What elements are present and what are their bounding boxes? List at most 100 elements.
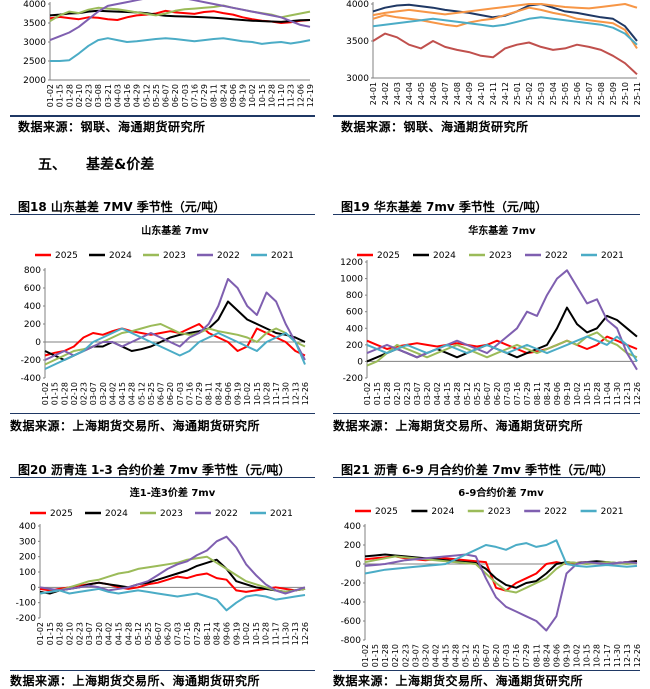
y-tick-label: -200: [16, 614, 37, 624]
series-line-s4: [372, 3, 638, 17]
x-tick-label: 12-13: [291, 622, 300, 645]
x-tick-label: 02-23: [75, 622, 84, 645]
x-tick-label: 10-02: [242, 622, 251, 645]
legend-label-2022: 2022: [544, 507, 567, 517]
source-note: 数据来源：上海期货交易所、海通期货研究所: [333, 674, 584, 688]
x-tick-label: 02-10: [65, 622, 74, 645]
legend-label-2025: 2025: [377, 251, 400, 261]
x-tick-label: 06-20: [164, 622, 173, 645]
x-tick-label: 01-28: [60, 382, 69, 405]
x-tick-label: 11-17: [603, 644, 612, 667]
x-tick-label: 12-26: [633, 644, 642, 667]
x-tick-label: 07-29: [523, 382, 532, 405]
y-tick-label: 2500: [23, 57, 46, 67]
x-tick-label: 25-02: [525, 82, 534, 105]
x-tick-label: 01-15: [373, 382, 382, 405]
x-tick-label: 04-28: [453, 382, 462, 405]
y-tick-label: 400: [19, 522, 36, 532]
x-tick-label: 12-06: [296, 84, 305, 107]
y-tick-label: 2000: [23, 76, 46, 86]
x-tick-label: 10-02: [573, 382, 582, 405]
y-tick-label: 100: [19, 568, 36, 578]
x-tick-label: 12-19: [306, 84, 315, 107]
x-tick-label: 07-03: [173, 622, 182, 645]
legend-label-2024: 2024: [105, 509, 128, 519]
x-tick-label: 06-07: [482, 644, 491, 667]
y-tick-label: -200: [343, 374, 364, 384]
x-tick-label: 25-03: [537, 82, 546, 105]
x-tick-label: 10-28: [267, 84, 276, 107]
chart-title: 连1-连3价差 7mv: [130, 486, 216, 499]
x-tick-label: 12-26: [301, 622, 310, 645]
x-tick-label: 11-04: [603, 382, 612, 405]
legend-label-2024: 2024: [431, 507, 454, 517]
y-tick-label: -200: [21, 356, 42, 366]
x-tick-label: 01-02: [363, 382, 372, 405]
y-tick-label: 4000: [346, 0, 369, 10]
series-line-2021: [364, 539, 638, 575]
x-tick-label: 08-24: [543, 382, 552, 405]
divider: [10, 115, 315, 117]
series-line-2022: [39, 535, 306, 595]
x-tick-label: 10-15: [252, 622, 261, 645]
x-tick-label: 05-12: [142, 84, 151, 107]
x-tick-label: 08-11: [210, 84, 219, 107]
x-tick-label: 25-06: [573, 82, 582, 105]
x-tick-label: 05-25: [147, 382, 156, 405]
chart-spread-6-9: 6-9合约价差 7mv 2025 2024 2023 2022 2021 400 200 0 -2…: [341, 486, 642, 667]
x-tick-label: 24-03: [393, 82, 402, 105]
x-tick-label: 01-28: [56, 622, 65, 645]
series-line-2023: [366, 331, 638, 367]
x-tick-label: 01-15: [51, 382, 60, 405]
x-tick-label: 07-16: [183, 622, 192, 645]
legend-label-2024: 2024: [433, 251, 456, 261]
x-tick-label: 06-07: [162, 84, 171, 107]
figure-caption: 图20 沥青连 1-3 合约价差 7mv 季节性（元/吨）: [18, 463, 291, 477]
legend-label-2024: 2024: [109, 251, 132, 261]
x-tick-label: 01-15: [371, 644, 380, 667]
legend-label-2023: 2023: [488, 507, 511, 517]
legend-label-2023: 2023: [163, 251, 186, 261]
x-tick-label: 03-20: [421, 644, 430, 667]
x-tick-label: 07-29: [195, 382, 204, 405]
x-tick-label: 10-28: [262, 622, 271, 645]
x-tick-label: 24-08: [453, 82, 462, 105]
x-tick-label: 01-15: [46, 622, 55, 645]
x-tick-label: 01-28: [65, 84, 74, 107]
x-tick-label: 02-10: [75, 84, 84, 107]
y-tick-label: 1000: [340, 275, 363, 285]
x-tick-label: 01-02: [46, 84, 55, 107]
y-tick-label: 3000: [23, 38, 46, 48]
x-tick-label: 25-11: [633, 82, 642, 105]
x-tick-label: 07-16: [513, 382, 522, 405]
x-tick-label: 06-20: [492, 644, 501, 667]
x-tick-label: 09-19: [239, 84, 248, 107]
y-tick-label: -200: [341, 579, 362, 589]
x-tick-label: 24-12: [501, 82, 510, 105]
x-tick-label: 09-19: [562, 644, 571, 667]
series-line-2022: [366, 269, 638, 371]
x-tick-label: 04-16: [123, 84, 132, 107]
divider: [10, 670, 315, 671]
x-tick-label: 07-16: [185, 382, 194, 405]
divider: [333, 413, 640, 414]
y-tick-label: 3500: [23, 19, 46, 29]
x-tick-label: 07-03: [181, 84, 190, 107]
x-tick-label: 04-02: [432, 644, 441, 667]
series-line-s5: [372, 16, 638, 46]
x-tick-label: 03-20: [95, 622, 104, 645]
x-tick-label: 04-28: [128, 382, 137, 405]
x-tick-label: 25-07: [585, 82, 594, 105]
x-tick-label: 12-13: [623, 382, 632, 405]
y-tick-label: 0: [35, 338, 41, 348]
x-tick-label: 10-15: [583, 382, 592, 405]
x-tick-label: 04-15: [118, 382, 127, 405]
x-tick-label: 05-12: [462, 644, 471, 667]
y-tick-label: 1200: [340, 258, 363, 268]
series-line-2021: [39, 587, 306, 612]
y-tick-label: 200: [344, 541, 361, 551]
x-tick-label: 09-19: [232, 622, 241, 645]
legend-label-2022: 2022: [217, 251, 240, 261]
